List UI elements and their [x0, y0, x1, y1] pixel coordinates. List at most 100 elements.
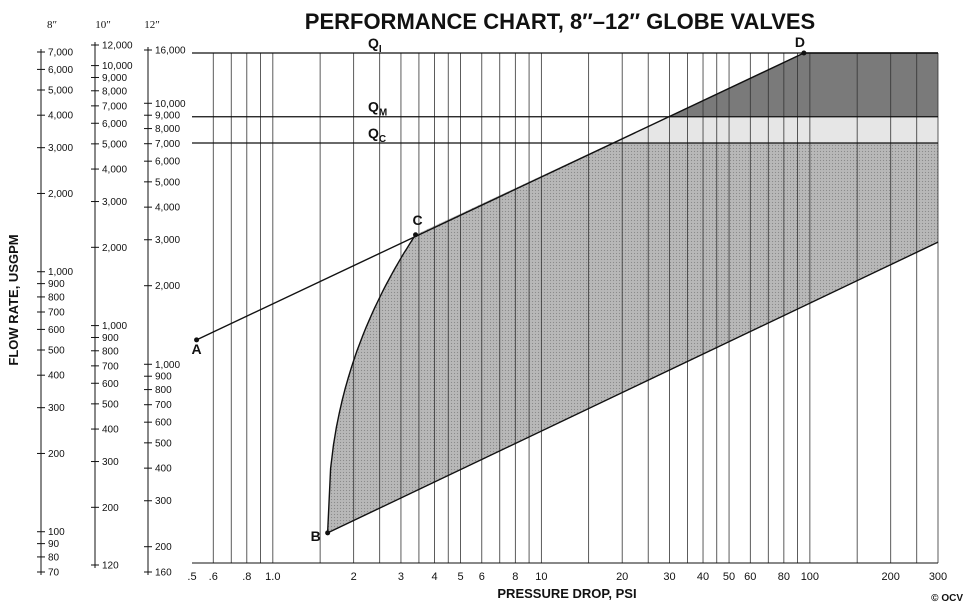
x-tick-label: 40: [697, 571, 709, 583]
y-tick-label: 300: [102, 457, 119, 468]
x-tick-label: 10: [535, 571, 547, 583]
y-tick-label: 3,000: [102, 197, 127, 208]
y-tick-label: 300: [155, 496, 172, 507]
fill-layer: [327, 53, 939, 533]
point-c-label: C: [412, 212, 422, 228]
y-tick-label: 2,000: [155, 281, 180, 292]
y-tick-label: 7,000: [48, 48, 73, 59]
lower-boundary-line: [327, 241, 939, 534]
y-tick-label: 10,000: [102, 61, 133, 72]
y-tick-label: 200: [155, 542, 172, 553]
x-tick-label: 200: [882, 571, 900, 583]
y-axes-layer: 8″7080901002003004005006007008009001,000…: [37, 19, 186, 579]
y-tick-label: 300: [48, 403, 65, 414]
y-tick-label: 9,000: [155, 111, 180, 122]
x-tick-label: 4: [431, 571, 437, 583]
y-tick-label: 120: [102, 561, 119, 572]
x-axis-layer: .5 .6 .8 1.0 2 3 4 5 6 8 10 20 30 40 50 60 80 100 200 300: [187, 562, 947, 583]
y-tick-label: 6,000: [102, 119, 127, 130]
labels-layer: A B C D QI QM QC: [192, 34, 807, 544]
y-tick-label: 200: [48, 449, 65, 460]
y-tick-label: 5,000: [102, 139, 127, 150]
y-tick-label: 1,000: [155, 360, 180, 371]
operating-range-region: [327, 143, 939, 533]
y-tick-label: 4,000: [48, 111, 73, 122]
y-tick-label: 70: [48, 568, 60, 579]
y-tick-label: 5,000: [155, 177, 180, 188]
y-tick-label: 400: [155, 464, 172, 475]
y-tick-label: 10,000: [155, 99, 186, 110]
y-tick-label: 700: [48, 308, 65, 319]
point-c-marker: [413, 232, 419, 238]
x-tick-label: 100: [801, 571, 819, 583]
x-tick-label: .8: [242, 571, 251, 583]
y-tick-label: 800: [48, 292, 65, 303]
x-tick-label: 3: [398, 571, 404, 583]
y-tick-label: 700: [155, 400, 172, 411]
q-label-m: QM: [368, 99, 387, 119]
x-tick-label: 30: [663, 571, 675, 583]
y-tick-label: 400: [102, 425, 119, 436]
y-tick-label: 12,000: [102, 41, 133, 52]
y-tick-label: 16,000: [155, 46, 186, 57]
x-tick-label: 20: [616, 571, 628, 583]
y-tick-label: 500: [48, 345, 65, 356]
b-c-curve: [326, 234, 417, 533]
qc-qm-band: [611, 116, 938, 143]
x-tick-label: .6: [209, 571, 218, 583]
y-tick-label: 100: [48, 527, 65, 538]
y-tick-label: 2,000: [102, 243, 127, 254]
y-tick-label: 4,000: [102, 165, 127, 176]
y-tick-label: 3,000: [155, 235, 180, 246]
q-label-sub: C: [379, 134, 386, 145]
x-tick-label: 2: [351, 571, 357, 583]
y-tick-label: 800: [102, 346, 119, 357]
y-tick-label: 7,000: [102, 101, 127, 112]
grid-layer: [212, 53, 939, 563]
point-b-label: B: [311, 528, 321, 544]
x-axis-label: PRESSURE DROP, PSI: [497, 586, 636, 601]
y-tick-label: 900: [48, 279, 65, 290]
x-tick-label: 6: [479, 571, 485, 583]
q-label-sub: M: [379, 108, 387, 119]
y-tick-label: 200: [102, 503, 119, 514]
y-tick-label: 4,000: [155, 203, 180, 214]
y-tick-label: 800: [155, 385, 172, 396]
y-tick-label: 2,000: [48, 189, 73, 200]
x-tick-label: 300: [929, 571, 947, 583]
x-tick-label: 60: [744, 571, 756, 583]
point-a-label: A: [192, 341, 202, 357]
y-tick-label: 9,000: [102, 73, 127, 84]
y-axis-header: 12″: [144, 19, 160, 31]
y-tick-label: 7,000: [155, 139, 180, 150]
q-label-c: QC: [368, 125, 386, 145]
y-tick-label: 6,000: [155, 157, 180, 168]
x-tick-label: 8: [512, 571, 518, 583]
y-tick-label: 600: [102, 379, 119, 390]
y-tick-label: 5,000: [48, 85, 73, 96]
point-a-marker: [194, 337, 200, 343]
y-tick-label: 600: [155, 418, 172, 429]
y-tick-label: 900: [155, 372, 172, 383]
y-tick-label: 3,000: [48, 143, 73, 154]
x-tick-label: 5: [457, 571, 463, 583]
lines-layer: [192, 52, 939, 534]
y-tick-label: 400: [48, 371, 65, 382]
y-tick-label: 80: [48, 552, 60, 563]
y-tick-label: 90: [48, 539, 60, 550]
qm-qi-region: [667, 53, 938, 117]
point-d-marker: [801, 50, 807, 56]
chart-title: PERFORMANCE CHART, 8″–12″ GLOBE VALVES: [305, 9, 815, 34]
q-label-sub: I: [379, 44, 382, 55]
y-tick-label: 600: [48, 325, 65, 336]
copyright: © OCV: [931, 593, 963, 604]
y-tick-label: 8,000: [155, 124, 180, 135]
x-tick-label: 80: [778, 571, 790, 583]
x-tick-label: 50: [723, 571, 735, 583]
q-label-i: QI: [368, 35, 382, 55]
y-axis-header: 8″: [47, 19, 57, 31]
x-tick-label: .5: [187, 571, 196, 583]
y-axis-header: 10″: [95, 19, 111, 31]
point-b-marker: [325, 530, 331, 536]
